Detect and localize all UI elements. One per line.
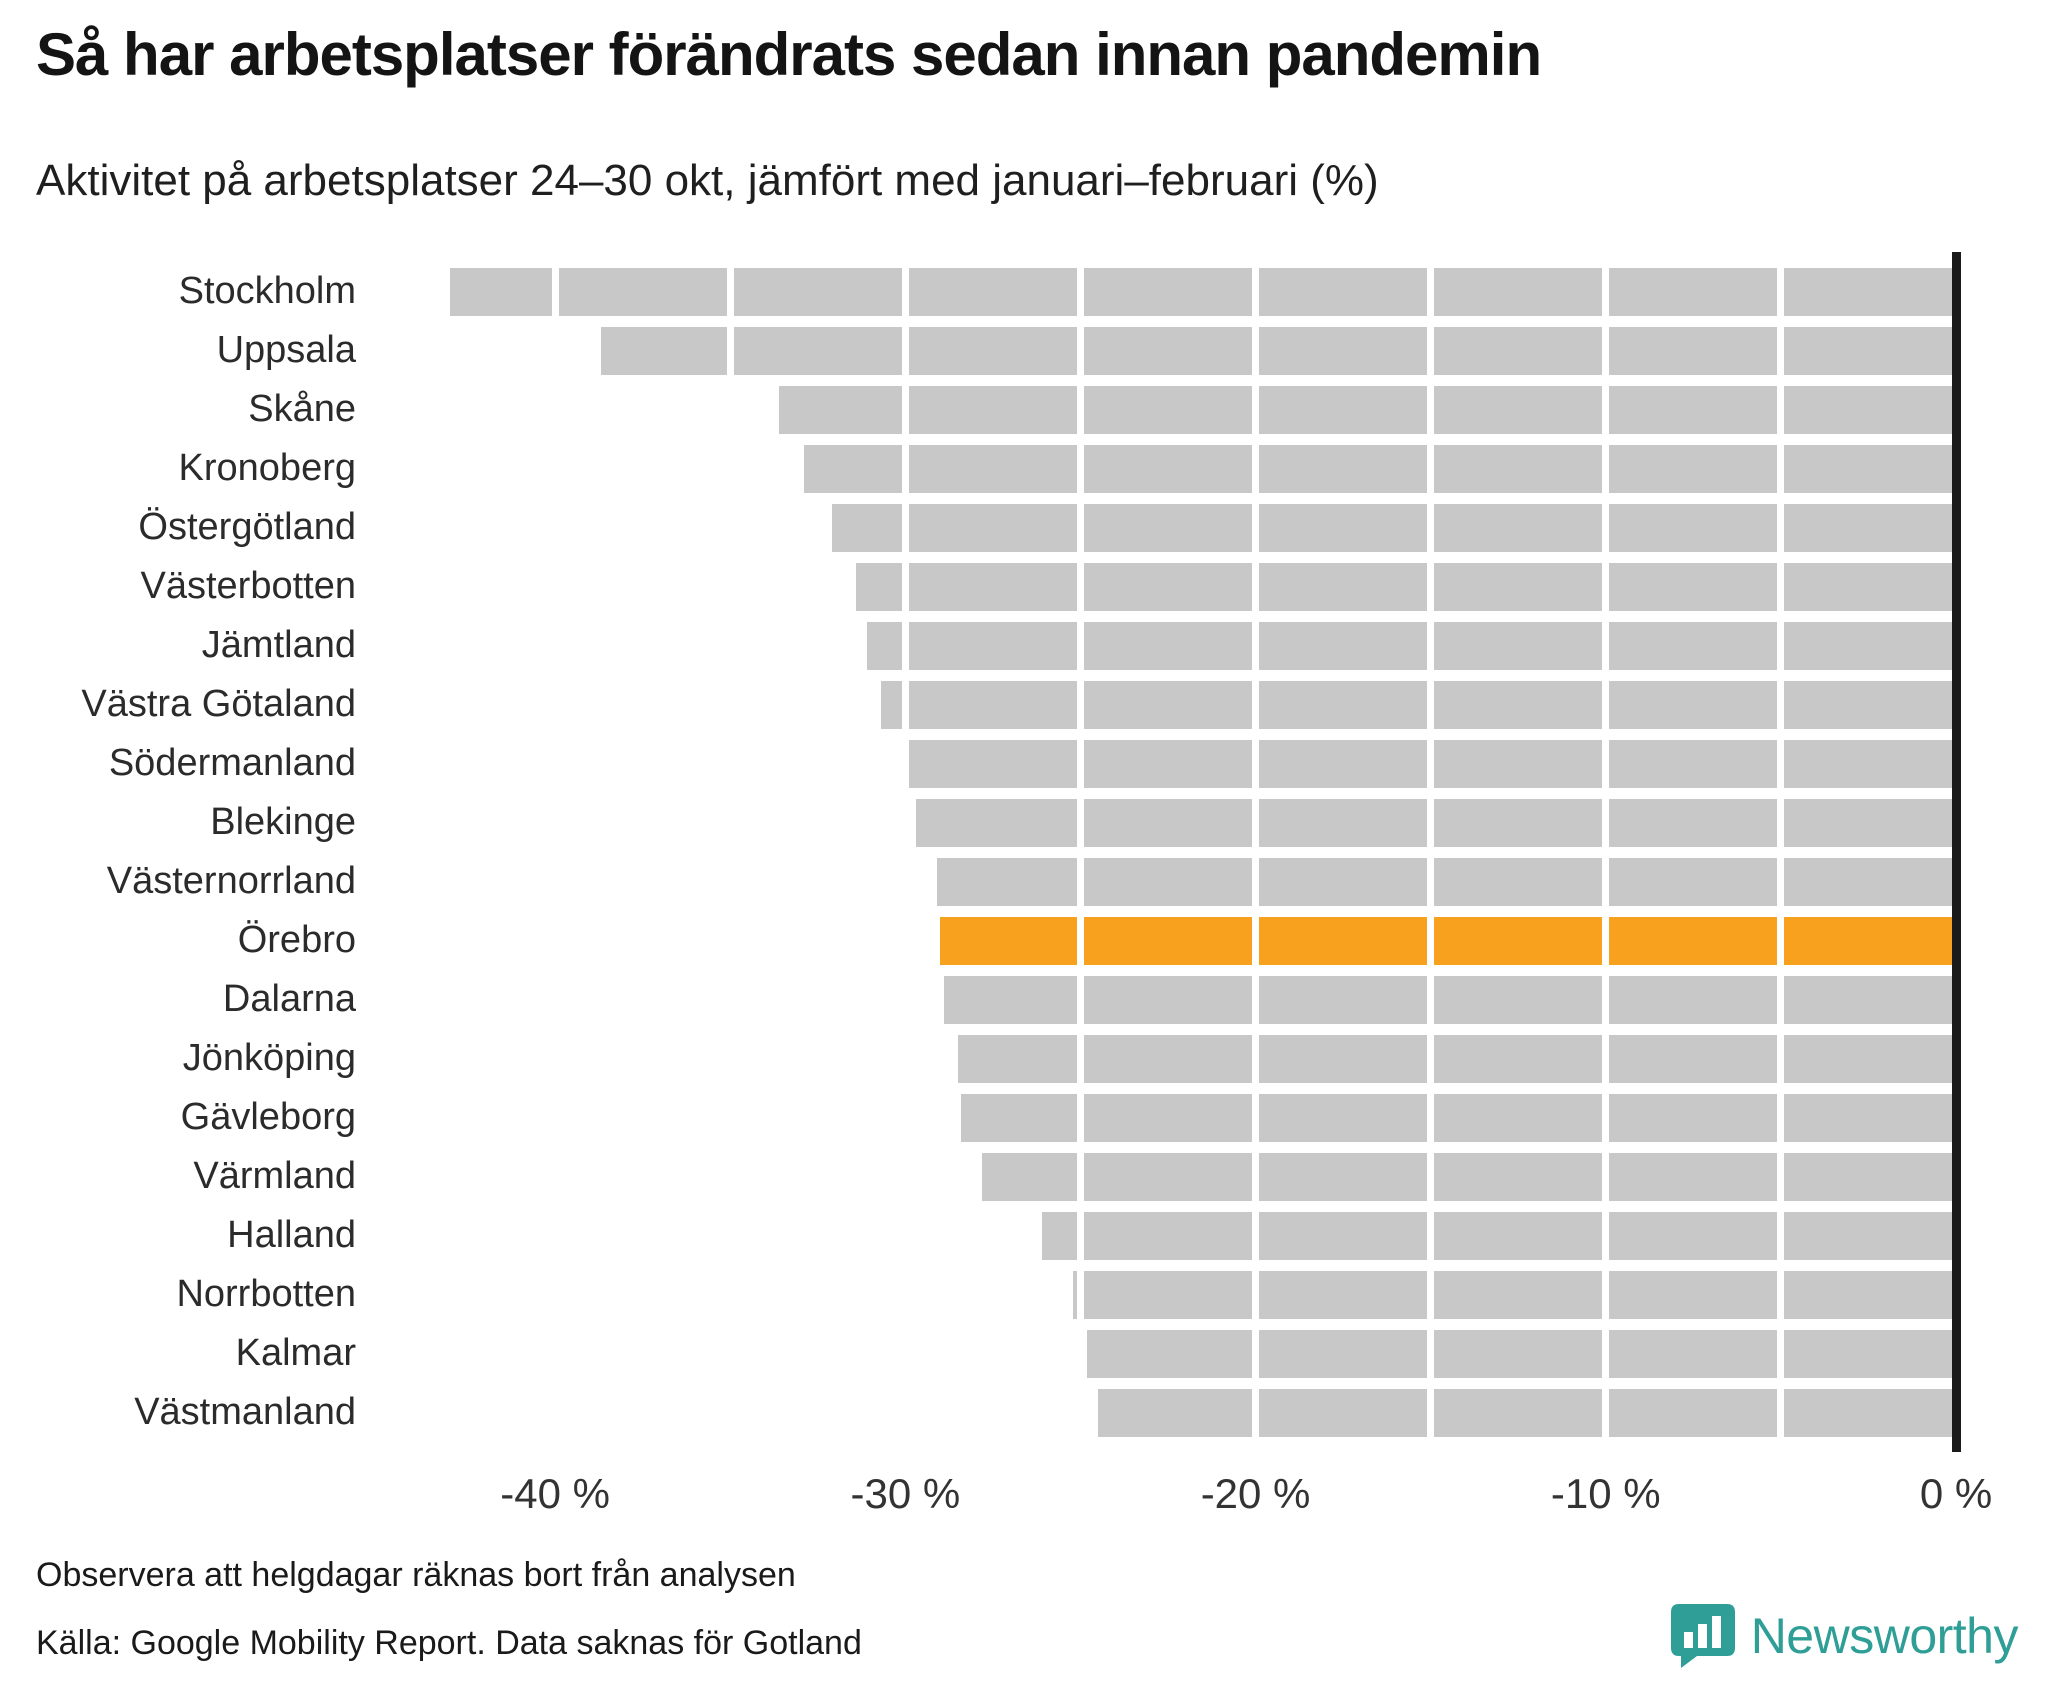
x-tick--20: -20 % xyxy=(1200,1470,1311,1517)
category-label-värmland: Värmland xyxy=(193,1155,356,1197)
category-label-örebro: Örebro xyxy=(237,919,356,961)
newsworthy-logo-text: Newsworthy xyxy=(1750,1608,2019,1664)
category-label-halland: Halland xyxy=(227,1214,356,1256)
category-label-norrbotten: Norrbotten xyxy=(176,1273,356,1315)
category-label-blekinge: Blekinge xyxy=(210,801,356,843)
category-label-södermanland: Södermanland xyxy=(108,742,356,784)
category-label-västernorrland: Västernorrland xyxy=(106,860,356,902)
bar-västerbotten xyxy=(856,562,1956,611)
category-label-västerbotten: Västerbotten xyxy=(140,565,356,607)
bar-skåne xyxy=(779,385,1956,434)
bar-blekinge xyxy=(915,798,1956,847)
x-tick--10: -10 % xyxy=(1550,1470,1661,1517)
category-label-uppsala: Uppsala xyxy=(216,329,356,371)
category-label-stockholm: Stockholm xyxy=(178,270,356,312)
category-label-dalarna: Dalarna xyxy=(222,978,356,1020)
bar-västernorrland xyxy=(936,857,1956,906)
bar-kronoberg xyxy=(803,444,1956,493)
bar-gävleborg xyxy=(961,1093,1956,1142)
category-label-västmanland: Västmanland xyxy=(134,1391,356,1433)
bar-dalarna xyxy=(943,975,1956,1024)
zero-axis-line xyxy=(1951,252,1961,1452)
gridline--40 xyxy=(551,262,559,1442)
newsworthy-logo-icon xyxy=(1670,1604,1735,1668)
bar-jönköping xyxy=(957,1034,1956,1083)
chart-subtitle: Aktivitet på arbetsplatser 24–30 okt, jä… xyxy=(36,156,1379,205)
gridline--35 xyxy=(726,262,734,1442)
newsworthy-logo: Newsworthy xyxy=(1670,1604,2019,1668)
category-label-västra-götaland: Västra Götaland xyxy=(81,683,356,725)
bar-örebro xyxy=(940,916,1956,965)
category-label-kalmar: Kalmar xyxy=(235,1332,356,1374)
gridline--10 xyxy=(1602,262,1610,1442)
category-label-jämtland: Jämtland xyxy=(201,624,356,666)
gridline--5 xyxy=(1777,262,1785,1442)
x-tick--30: -30 % xyxy=(850,1470,961,1517)
gridline--25 xyxy=(1076,262,1084,1442)
bar-kalmar xyxy=(1087,1329,1956,1378)
bar-västra-götaland xyxy=(880,680,1956,729)
bar-norrbotten xyxy=(1073,1270,1956,1319)
bar-stockholm xyxy=(450,267,1956,316)
category-label-kronoberg: Kronoberg xyxy=(178,447,356,489)
bar-västmanland xyxy=(1097,1388,1956,1437)
bar-halland xyxy=(1041,1211,1956,1260)
category-label-östergötland: Östergötland xyxy=(138,506,356,548)
bar-östergötland xyxy=(831,503,1956,552)
source-note: Källa: Google Mobility Report. Data sakn… xyxy=(36,1624,862,1662)
category-label-skåne: Skåne xyxy=(248,388,356,430)
gridline--30 xyxy=(901,262,909,1442)
chart-title: Så har arbetsplatser förändrats sedan in… xyxy=(36,21,1542,88)
bar-värmland xyxy=(982,1152,1956,1201)
category-label-jönköping: Jönköping xyxy=(182,1037,356,1079)
category-label-gävleborg: Gävleborg xyxy=(180,1096,356,1138)
gridline--15 xyxy=(1427,262,1435,1442)
bar-uppsala xyxy=(600,326,1956,375)
bar-jämtland xyxy=(866,621,1956,670)
x-tick-0: 0 % xyxy=(1919,1470,1993,1517)
gridline--20 xyxy=(1252,262,1260,1442)
x-tick--40: -40 % xyxy=(500,1470,610,1517)
footnote: Observera att helgdagar räknas bort från… xyxy=(36,1556,796,1594)
